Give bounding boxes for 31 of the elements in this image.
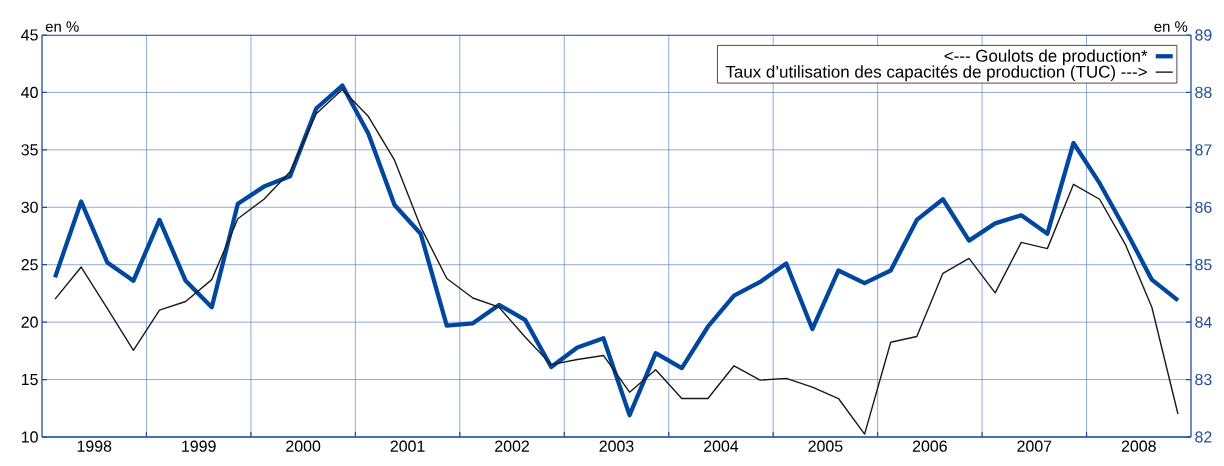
y-tick-label: 35 [21,144,38,156]
y2-tick-label: 89 [1195,29,1212,41]
y-tick-label: 25 [21,259,38,271]
x-tick-label: 1999 [182,440,216,452]
y-tick-label: 40 [21,86,38,99]
x-tick-label: 2001 [390,440,425,452]
x-tick-label: 2002 [495,440,529,452]
y-tick-label: 30 [21,201,38,213]
x-tick-label: 2007 [1017,440,1052,452]
y2-tick-label: 87 [1195,144,1212,156]
x-tick-label: 2003 [599,440,634,452]
y2-tick-label: 84 [1195,316,1212,328]
y2-tick-label: 82 [1195,431,1212,443]
y2-axis-title: en % [1154,21,1188,32]
x-tick-label: 2005 [808,440,843,452]
y2-tick-label: 88 [1195,86,1212,99]
y-tick-label: 20 [21,316,38,328]
y-tick-label: 10 [21,431,38,443]
y2-tick-label: 83 [1195,373,1212,386]
x-tick-label: 2004 [704,440,739,452]
legend-label: Taux d’utilisation des capacités de production (TUC) ---> [725,65,1147,82]
y-tick-label: 15 [21,374,38,386]
legend-label: <--- Goulots de production* [944,49,1148,66]
y2-tick-label: 85 [1195,259,1212,271]
y-axis-title: en % [45,21,79,32]
y2-tick-label: 86 [1195,201,1212,213]
x-tick-label: 1998 [77,440,112,452]
x-tick-label: 2006 [912,440,947,452]
y-tick-label: 45 [21,29,38,41]
x-tick-label: 2000 [286,440,321,452]
x-tick-label: 2008 [1121,440,1156,452]
